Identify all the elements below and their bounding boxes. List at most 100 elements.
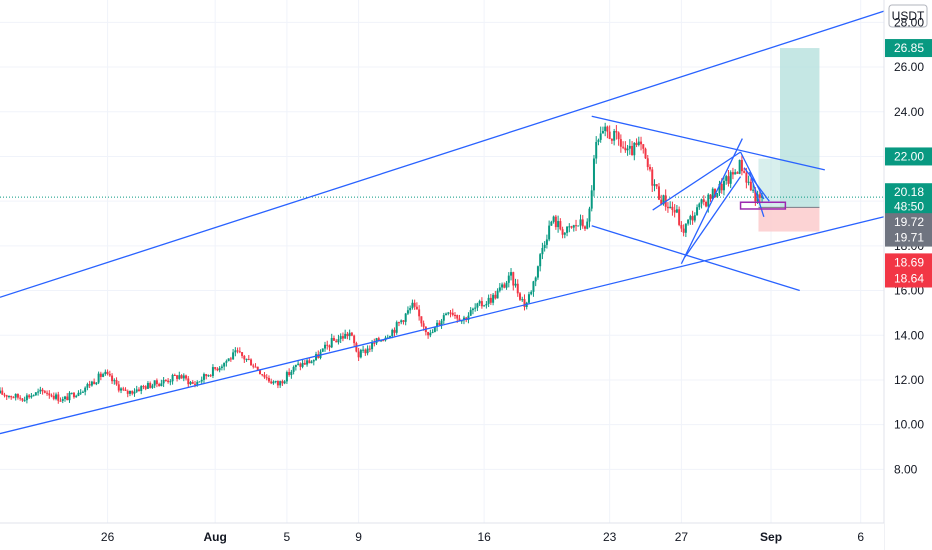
candle-body	[301, 362, 304, 367]
candle-body	[622, 146, 625, 148]
trendline-wedge-4[interactable]	[739, 151, 765, 200]
candle-body	[25, 395, 28, 401]
candle-body	[570, 226, 573, 228]
candle-body	[326, 344, 329, 346]
candle-body	[126, 390, 129, 394]
candle-body	[330, 337, 333, 348]
candle-body	[577, 225, 580, 227]
currency-label[interactable]: USDT	[892, 9, 925, 23]
candle-body	[476, 303, 479, 308]
candle-body	[149, 383, 152, 388]
x-tick-label: 6	[857, 530, 864, 544]
time-axis[interactable]: 26 Aug 5 9 16 23 27 Sep 6	[0, 522, 884, 550]
candle-body	[400, 320, 403, 323]
candle-body	[550, 221, 553, 226]
y-tick-label: 8.00	[894, 462, 918, 476]
candle-body	[418, 309, 421, 317]
candle-body	[637, 141, 640, 145]
trendline-wedge-3[interactable]	[652, 151, 741, 211]
candle-body	[438, 322, 441, 326]
price-badge-label: 19.72	[894, 215, 924, 229]
candle-body	[86, 384, 89, 388]
candle-body	[474, 307, 477, 309]
price-badge-label: 20.18	[894, 185, 924, 199]
candle-body	[256, 366, 259, 371]
candle-body	[353, 335, 356, 344]
candle-body	[158, 384, 161, 387]
candle-body	[61, 398, 64, 401]
candle-body	[357, 351, 360, 358]
trendline-wedge-2[interactable]	[684, 176, 742, 258]
candle-body	[415, 306, 418, 310]
candle-body	[420, 316, 423, 324]
candle-body	[1, 390, 4, 395]
price-badge	[885, 183, 932, 202]
candle-body	[422, 323, 425, 327]
candle-body	[754, 189, 757, 202]
y-tick-label: 28.00	[894, 15, 924, 29]
candle-body	[666, 206, 669, 209]
candle-body	[281, 381, 284, 384]
candle-body	[507, 275, 510, 283]
trendline-wedge-1[interactable]	[680, 138, 743, 265]
candle-body	[90, 381, 93, 386]
candle-body	[590, 190, 593, 209]
candle-body	[122, 388, 125, 390]
price-badge-label: 26.85	[894, 41, 924, 55]
candle-body	[243, 355, 246, 360]
candle-body	[700, 199, 703, 204]
candle-body	[120, 388, 123, 391]
candle-body	[104, 371, 107, 375]
candle-body	[575, 225, 578, 227]
entry-marker	[739, 201, 787, 210]
candle-body	[445, 313, 448, 316]
candle-body	[729, 172, 732, 184]
price-axis[interactable]: USDT8.0010.0012.0014.0016.0018.0020.0022…	[883, 0, 932, 550]
candle-body	[88, 384, 91, 386]
trendline-channel-lower[interactable]	[0, 216, 885, 435]
candle-body	[530, 291, 533, 295]
candle-body	[106, 371, 109, 374]
candle-body	[236, 350, 239, 352]
trendline-channel-upper[interactable]	[0, 10, 885, 298]
candle-body	[30, 395, 33, 398]
candle-body	[373, 342, 376, 344]
candle-body	[720, 183, 723, 191]
candle-body	[494, 294, 497, 299]
grid-lines	[0, 0, 884, 523]
candle-body	[467, 315, 470, 320]
candle-body	[108, 373, 111, 376]
candle-body	[579, 219, 582, 226]
candle-body	[651, 169, 654, 186]
trendline-wedge-6[interactable]	[743, 167, 770, 202]
candle-body	[684, 223, 687, 233]
candle-body	[660, 199, 663, 205]
candle-body	[12, 397, 15, 399]
candle-body	[736, 172, 739, 174]
candle-body	[698, 203, 701, 208]
candle-body	[84, 387, 87, 392]
trendline-flag-upper[interactable]	[591, 115, 825, 171]
currency-box[interactable]	[888, 4, 928, 28]
candle-body	[146, 383, 149, 389]
candle-body	[646, 158, 649, 168]
candle-body	[653, 184, 656, 186]
candle-body	[37, 391, 40, 393]
candle-body	[693, 215, 696, 221]
candle-body	[223, 362, 226, 367]
candle-body	[743, 171, 746, 173]
candle-body	[214, 367, 217, 369]
candle-body	[348, 332, 351, 337]
price-badge	[885, 147, 932, 166]
candle-body	[559, 221, 562, 230]
candle-body	[566, 226, 569, 233]
candle-body	[48, 393, 51, 396]
trendline-flag-lower[interactable]	[591, 225, 800, 292]
candle-body	[93, 381, 96, 385]
candle-body	[545, 239, 548, 245]
candle-body	[364, 349, 367, 354]
candle-body	[675, 209, 678, 213]
candle-body	[185, 375, 188, 379]
candlestick-series	[0, 122, 764, 404]
